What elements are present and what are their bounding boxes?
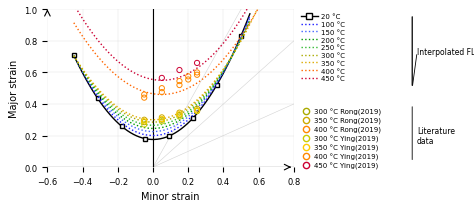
Point: [158, 87, 165, 90]
Point: [193, 110, 201, 113]
Point: [140, 121, 148, 124]
Point: [140, 120, 148, 123]
Point: [158, 120, 165, 123]
Point: [193, 109, 201, 112]
Point: [176, 80, 183, 83]
Point: [158, 116, 165, 119]
Point: [140, 93, 148, 97]
Point: [184, 75, 192, 79]
Point: [176, 69, 183, 72]
Text: Literature
data: Literature data: [417, 126, 455, 145]
Point: [158, 118, 165, 121]
Point: [176, 111, 183, 115]
Point: [176, 113, 183, 116]
Point: [140, 123, 148, 126]
Point: [193, 62, 201, 65]
Point: [193, 110, 201, 113]
X-axis label: Minor strain: Minor strain: [141, 191, 200, 201]
Legend: 300 °C Rong(2019), 350 °C Rong(2019), 400 °C Rong(2019), 300 °C Ying(2019), 350 : 300 °C Rong(2019), 350 °C Rong(2019), 40…: [300, 108, 382, 170]
Point: [193, 74, 201, 77]
Point: [184, 79, 192, 82]
Point: [158, 77, 165, 80]
Text: Interpolated FLDs: Interpolated FLDs: [417, 48, 474, 57]
Point: [140, 96, 148, 100]
Point: [176, 114, 183, 117]
Point: [193, 71, 201, 75]
Point: [193, 108, 201, 111]
Y-axis label: Major strain: Major strain: [9, 60, 19, 118]
Point: [176, 84, 183, 87]
Point: [158, 91, 165, 94]
Point: [176, 115, 183, 119]
Point: [140, 119, 148, 122]
Point: [158, 119, 165, 122]
